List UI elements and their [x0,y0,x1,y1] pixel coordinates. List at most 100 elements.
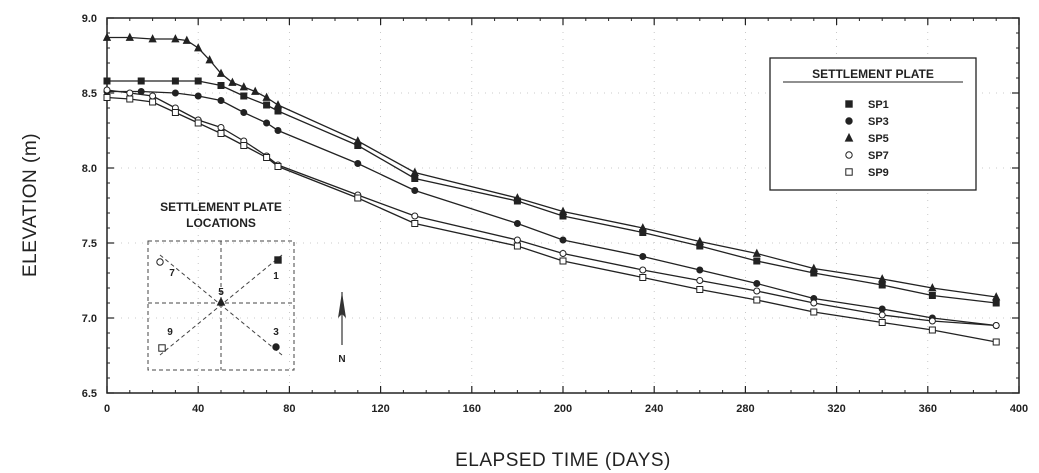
data-point-sp5 [125,32,134,41]
x-tick-label: 0 [104,403,110,415]
axis-ticks: 0 40 80 120 160 200 240 280 320 360 400 6.5 7.0 7.5 8.… [82,13,1028,415]
data-point-sp5 [239,82,248,91]
x-tick-label: 200 [554,403,572,415]
data-point-sp9 [126,95,134,103]
data-point-sp5 [273,100,283,109]
data-point-sp9 [639,274,647,281]
data-point-sp9 [240,142,248,149]
data-point-sp9 [194,119,202,127]
data-point-sp5 [638,223,647,232]
data-point-sp7 [810,299,818,307]
north-label: N [338,354,345,365]
data-point-sp9 [928,326,936,334]
x-tick-label: 120 [371,403,389,415]
data-point-sp5 [262,92,271,101]
data-point-sp9 [354,194,362,202]
data-point-sp5 [353,136,362,145]
y-tick-label: 9.0 [82,13,97,25]
data-point-sp9 [274,163,282,170]
inset-plate-label-1: 1 [273,271,279,282]
legend-marker-sp9 [845,168,853,176]
data-point-sp3 [240,109,248,116]
inset-plate-label-9: 9 [167,327,173,338]
data-point-sp5 [695,236,704,245]
data-point-sp1 [194,77,202,85]
data-point-sp3 [559,236,567,244]
data-point-sp9 [217,130,225,137]
data-point-sp5 [216,68,226,77]
series-line-sp9 [106,96,997,343]
data-point-sp9 [878,319,886,326]
data-point-sp1 [137,77,145,85]
data-point-sp5 [171,34,180,43]
data-point-sp3 [217,97,225,104]
legend: SETTLEMENT PLATE SP1 SP3 SP5 SP7 SP9 [769,57,977,191]
x-tick-label: 160 [463,403,481,415]
legend-items: SP1 SP3 SP5 SP7 SP9 [844,99,889,179]
data-point-sp3 [354,160,362,167]
data-point-sp1 [753,257,761,265]
data-point-sp5 [410,167,419,176]
data-point-sp9 [513,242,521,250]
y-tick-label: 7.5 [82,238,97,250]
data-point-sp7 [217,124,225,131]
y-tick-label: 7.0 [82,313,97,325]
series-sp7 [103,86,1000,329]
data-point-sp5 [513,193,522,202]
data-point-sp3 [263,119,271,127]
legend-label-sp5: SP5 [868,133,889,145]
data-point-sp3 [194,92,202,100]
inset-marks: 7 159 3 [156,256,282,352]
data-point-sp7 [411,212,419,220]
data-point-sp1 [992,299,1000,307]
legend-label-sp9: SP9 [868,167,889,179]
inset-locations: SETTLEMENT PLATE LOCATIONS 7 159 3 N [147,200,346,371]
data-point-sp1 [217,82,225,89]
north-arrow-head [338,292,346,318]
series-line-sp7 [106,89,997,327]
data-point-sp5 [809,263,818,272]
legend-title: SETTLEMENT PLATE [812,67,934,81]
x-tick-label: 280 [736,403,754,415]
data-point-sp5 [102,32,112,41]
x-tick-label: 40 [192,403,204,415]
data-point-sp3 [639,253,647,260]
data-point-sp5 [228,77,237,86]
data-point-sp3 [171,89,179,97]
x-tick-label: 360 [919,403,937,415]
legend-marker-sp3 [845,117,853,125]
data-point-sp5 [752,248,761,257]
inset-plate-marker-7 [156,258,164,266]
data-point-sp7 [928,317,936,325]
y-tick-label: 6.5 [82,388,97,400]
data-point-sp5 [194,43,203,52]
inset-title-line-2: LOCATIONS [186,216,256,230]
data-point-sp9 [263,154,271,161]
inset-plate-marker-9 [158,344,166,352]
series-layer [102,32,1001,346]
data-point-sp5 [251,86,260,95]
data-point-sp5 [878,274,887,283]
north-arrow: N [338,292,346,365]
data-point-sp1 [274,107,282,115]
data-point-sp7 [639,266,647,274]
data-point-sp7 [126,89,134,97]
data-point-sp5 [558,206,568,215]
data-point-sp5 [928,283,937,292]
data-point-sp9 [753,296,761,304]
data-point-sp9 [411,220,419,227]
inset-plate-marker-1 [274,256,282,264]
data-point-sp3 [753,280,761,287]
data-point-sp3 [274,127,282,134]
legend-marker-sp5 [844,132,854,142]
data-point-sp9 [149,98,157,106]
data-point-sp1 [240,92,248,100]
inset-title-line-1: SETTLEMENT PLATE [160,200,282,214]
data-point-sp7 [696,277,704,284]
inset-plate-label-7: 7 [169,268,175,279]
data-point-sp1 [103,77,111,85]
legend-label-sp1: SP1 [868,99,889,111]
y-axis-title: ELEVATION (m) [20,133,41,277]
data-point-sp1 [411,175,419,182]
inset-plate-label-5: 5 [218,287,224,298]
